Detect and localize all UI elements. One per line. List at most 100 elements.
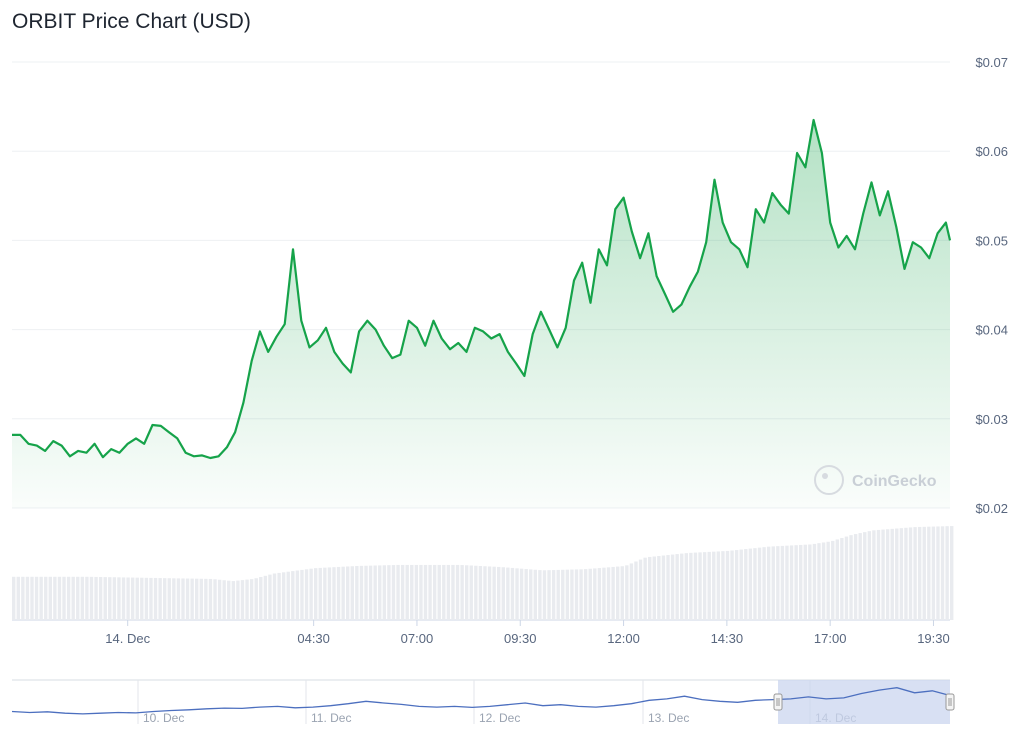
volume-bar — [611, 566, 615, 620]
volume-bar — [757, 547, 762, 620]
volume-bar — [661, 555, 666, 620]
volume-bar — [419, 564, 423, 620]
volume-bar — [629, 563, 634, 620]
navigator-right-handle[interactable] — [945, 693, 955, 711]
volume-bar — [670, 554, 675, 620]
volume-bar — [483, 566, 487, 620]
price-area — [12, 120, 950, 508]
volume-bar — [25, 576, 30, 620]
volume-bar — [492, 566, 496, 620]
volume-bar — [542, 570, 547, 620]
volume-bar — [885, 529, 890, 620]
volume-bar — [597, 568, 602, 620]
volume-bar — [222, 580, 226, 620]
volume-bar — [556, 569, 560, 620]
x-axis: 14. Dec 04:30 07:00 09:30 12:00 14:30 17:00 19:… — [105, 620, 950, 646]
volume-bar — [840, 538, 844, 620]
volume-bar — [126, 577, 130, 620]
volume-bar — [140, 577, 144, 620]
volume-bar — [593, 568, 597, 620]
volume-bar — [364, 565, 368, 620]
volume-bar — [625, 565, 629, 620]
volume-bar — [451, 564, 455, 620]
volume-bar — [327, 567, 332, 620]
volume-bar — [826, 541, 830, 620]
volume-bar — [414, 564, 419, 620]
volume-bar — [39, 576, 43, 620]
volume-bar — [821, 542, 826, 620]
volume-bar — [931, 526, 936, 620]
volume-bar — [506, 567, 510, 620]
volume-bar — [817, 543, 821, 620]
volume-bar — [497, 566, 501, 620]
volume-bar — [812, 543, 817, 620]
volume-bar — [533, 569, 538, 620]
volume-bar — [803, 544, 807, 620]
volume-bar — [272, 573, 277, 620]
volume-bar — [858, 533, 862, 620]
volume-bar — [30, 576, 34, 620]
volume-bar — [85, 576, 89, 620]
volume-bar — [538, 570, 542, 620]
volume-bar — [615, 566, 620, 620]
volume-bar — [771, 546, 775, 620]
volume-bar — [295, 570, 300, 620]
volume-bar — [643, 557, 647, 620]
volume-bar — [231, 581, 236, 620]
volume-bar — [515, 568, 519, 620]
volume-bar — [872, 530, 876, 620]
volume-bar — [464, 565, 469, 620]
volume-bar — [446, 564, 451, 620]
volume-bar — [725, 550, 730, 620]
x-tick-label: 09:30 — [504, 631, 537, 646]
price-series-line[interactable] — [12, 118, 952, 460]
y-tick-label: $0.04 — [975, 323, 1008, 338]
price-line[interactable] — [12, 118, 952, 460]
volume-bar — [469, 565, 473, 620]
volume-bar — [602, 567, 606, 620]
gecko-logo-icon — [814, 465, 844, 495]
volume-bar — [702, 552, 707, 620]
y-tick-label: $0.05 — [975, 233, 1008, 248]
volume-bar — [378, 565, 382, 620]
volume-bar — [300, 569, 304, 620]
volume-bars — [12, 526, 954, 620]
volume-bar — [117, 577, 121, 620]
volume-bar — [588, 568, 592, 620]
volume-bar — [460, 565, 464, 620]
volume-bar — [428, 564, 432, 620]
volume-bar — [936, 526, 940, 620]
navigator-left-handle[interactable] — [773, 693, 783, 711]
volume-bar — [268, 574, 272, 620]
navigator-selected-range[interactable] — [778, 680, 950, 724]
volume-bar — [76, 576, 80, 620]
y-tick-label: $0.02 — [975, 501, 1008, 516]
volume-bar — [675, 554, 679, 620]
volume-bar — [387, 565, 391, 620]
volume-bar — [181, 578, 185, 620]
volume-bar — [666, 555, 670, 620]
volume-bar — [368, 565, 373, 620]
volume-bar — [217, 579, 222, 620]
volume-bar — [748, 548, 753, 620]
volume-bar — [739, 549, 743, 620]
volume-bar — [346, 566, 350, 620]
volume-bar — [263, 575, 268, 620]
volume-bar — [831, 540, 835, 620]
volume-bar — [254, 578, 258, 620]
volume-bar — [908, 527, 913, 620]
volume-bar — [423, 564, 428, 620]
volume-bar — [789, 545, 794, 620]
volume-bar — [62, 576, 66, 620]
y-axis: $0.07 $0.06 $0.05 $0.04 $0.03 $0.02 — [975, 55, 1008, 516]
volume-bar — [707, 551, 711, 620]
volume-bar — [881, 529, 885, 620]
volume-bar — [638, 559, 643, 620]
volume-bar — [227, 580, 231, 620]
volume-bar — [634, 561, 638, 620]
volume-bar — [794, 545, 798, 620]
volume-bar — [259, 577, 263, 620]
volume-bar — [313, 568, 318, 620]
